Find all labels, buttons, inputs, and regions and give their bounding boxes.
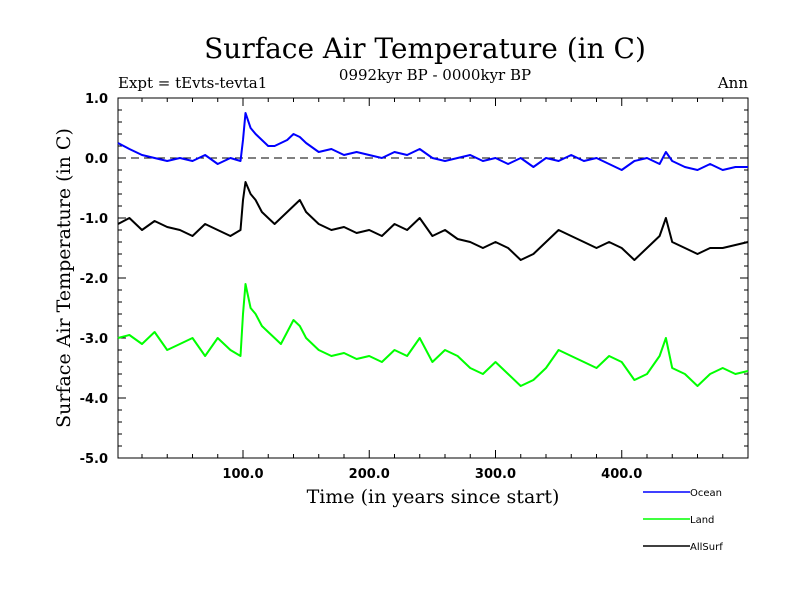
chart-subtitle-left: Expt = tEvts-tevta1 [118,74,267,92]
x-tick-label: 300.0 [475,467,516,482]
x-tick-label: 400.0 [601,467,642,482]
legend-label-land: Land [690,515,714,526]
series-line-allsurf [117,181,749,261]
series-line-ocean [117,112,748,171]
chart-subtitle-right: Ann [717,74,748,92]
series-lines [117,112,749,387]
x-axis-label: Time (in years since start) [307,486,560,508]
y-tick-label: 0.0 [85,152,108,167]
plot-frame [117,97,749,459]
legend-label-ocean: Ocean [690,488,722,499]
y-axis-label: Surface Air Temperature (in C) [53,128,75,428]
series-line-land [117,283,749,387]
legend-label-allsurf: AllSurf [690,542,723,553]
axis-ticks: 1.0 0.0 -1.0 -2.0 -3.0 -4.0 -5.0 100.0 200.0 300.… [80,92,748,482]
y-tick-label: -2.0 [80,272,108,287]
chart-title: Surface Air Temperature (in C) [204,32,646,65]
y-tick-label: -4.0 [80,392,108,407]
y-tick-label: 1.0 [85,92,108,107]
y-tick-label: -5.0 [80,452,108,467]
y-tick-label: -1.0 [80,212,108,227]
legend: Ocean Land AllSurf [643,488,723,553]
x-tick-label: 200.0 [349,467,390,482]
y-tick-label: -3.0 [80,332,108,347]
chart-subtitle-center: 0992kyr BP - 0000kyr BP [339,66,531,84]
x-tick-label: 100.0 [222,467,263,482]
